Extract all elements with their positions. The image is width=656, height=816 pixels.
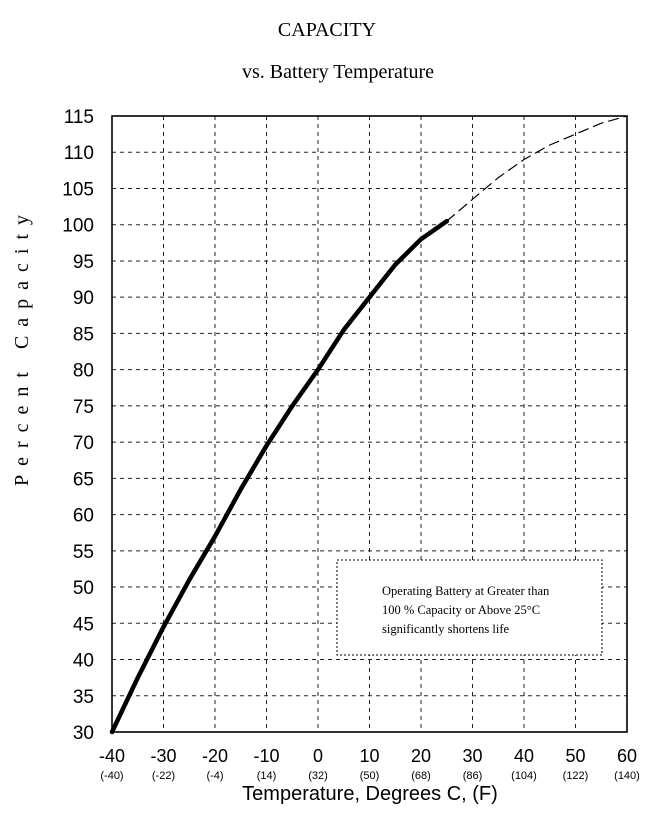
y-tick-labels: 30 35 40 45 50 55 60 65 70 75 80 85 90 95 100 105 110 115 bbox=[62, 107, 94, 744]
x-tick-label: 30 bbox=[462, 746, 482, 766]
annotation-line-2: 100 % Capacity or Above 25°C bbox=[382, 603, 540, 617]
x-tick-label: 40 bbox=[514, 746, 534, 766]
annotation-box: Operating Battery at Greater than 100 % … bbox=[336, 559, 603, 656]
x-tick-label-fahrenheit: (-40) bbox=[100, 770, 123, 782]
plot-frame bbox=[111, 115, 628, 733]
annotation-frame bbox=[336, 559, 603, 656]
y-tick-label: 70 bbox=[73, 433, 94, 454]
y-tick-label: 85 bbox=[73, 324, 94, 345]
y-tick-label: 60 bbox=[73, 506, 94, 527]
x-tick-label: -20 bbox=[202, 746, 228, 766]
x-tick-label: 20 bbox=[411, 746, 431, 766]
x-tick-label-fahrenheit: (-22) bbox=[152, 770, 175, 782]
x-tick-label-fahrenheit: (86) bbox=[463, 770, 483, 782]
y-tick-label: 55 bbox=[73, 542, 94, 563]
y-tick-label: 95 bbox=[73, 252, 94, 273]
x-axis-label: Temperature, Degrees C, (F) bbox=[242, 783, 498, 805]
y-tick-label: 115 bbox=[64, 107, 94, 128]
x-tick-label-fahrenheit: (104) bbox=[511, 770, 537, 782]
extrapolated-capacity-line bbox=[446, 115, 628, 222]
y-tick-label: 110 bbox=[64, 143, 94, 164]
annotation-line-1: Operating Battery at Greater than bbox=[382, 584, 550, 598]
y-tick-label: 65 bbox=[73, 469, 94, 490]
y-tick-label: 45 bbox=[73, 614, 94, 635]
y-tick-label: 90 bbox=[73, 288, 94, 309]
x-tick-label-fahrenheit: (50) bbox=[360, 770, 380, 782]
chart-title: CAPACITY bbox=[278, 19, 376, 41]
y-tick-label: 100 bbox=[62, 216, 94, 237]
x-tick-label: 50 bbox=[565, 746, 585, 766]
x-tick-label-fahrenheit: (68) bbox=[411, 770, 431, 782]
y-tick-label: 35 bbox=[73, 687, 94, 708]
y-tick-label: 105 bbox=[62, 179, 94, 200]
y-tick-label: 80 bbox=[73, 361, 94, 382]
x-tick-label: -30 bbox=[150, 746, 176, 766]
annotation-line-3: significantly shortens life bbox=[382, 622, 510, 636]
y-tick-label: 40 bbox=[73, 651, 94, 672]
x-tick-label: 10 bbox=[359, 746, 379, 766]
y-tick-label: 30 bbox=[73, 723, 94, 744]
chart-subtitle: vs. Battery Temperature bbox=[242, 61, 434, 83]
y-tick-label: 50 bbox=[73, 578, 94, 599]
x-tick-label-fahrenheit: (140) bbox=[614, 770, 640, 782]
capacity-line bbox=[109, 218, 450, 735]
x-tick-labels: -40 (-40) -30 (-22) -20 (-4) -10 (14) 0 (32) 10 (50… bbox=[99, 746, 640, 782]
x-tick-label: -10 bbox=[253, 746, 279, 766]
x-tick-label: 0 bbox=[313, 746, 323, 766]
x-tick-label: 60 bbox=[617, 746, 637, 766]
x-tick-label-fahrenheit: (122) bbox=[563, 770, 589, 782]
x-tick-label-fahrenheit: (-4) bbox=[206, 770, 223, 782]
series-layer bbox=[109, 115, 628, 735]
y-axis-label: Percent Capacity bbox=[11, 206, 33, 486]
x-tick-label-fahrenheit: (14) bbox=[257, 770, 277, 782]
y-tick-label: 75 bbox=[73, 397, 94, 418]
x-tick-label: -40 bbox=[99, 746, 125, 766]
x-tick-label-fahrenheit: (32) bbox=[308, 770, 328, 782]
